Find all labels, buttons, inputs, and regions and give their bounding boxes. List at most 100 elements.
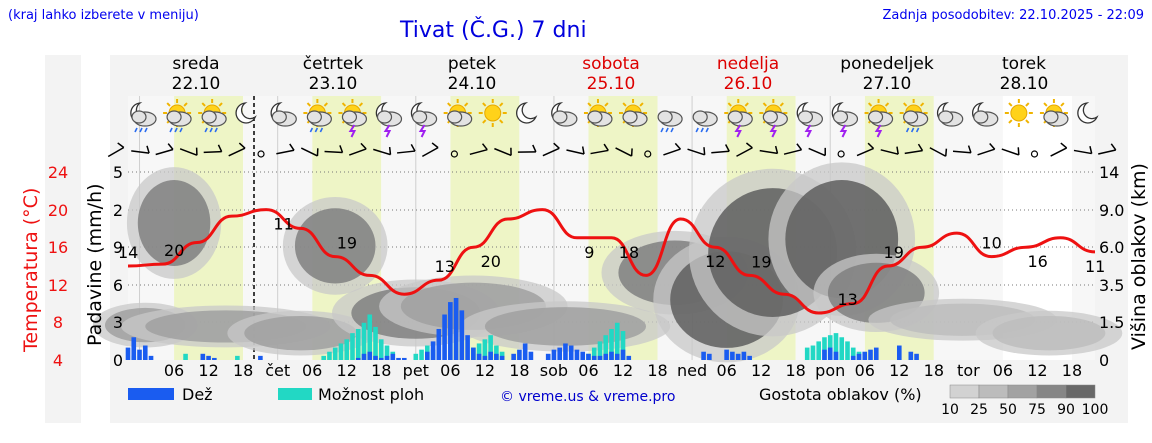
shower-bar (367, 314, 373, 360)
wind-barb-icon (348, 142, 367, 156)
wind-barb-icon (469, 143, 488, 156)
x-tick-label: 18 (509, 361, 529, 380)
rain-bar (488, 351, 493, 360)
x-tick-label: 06 (164, 361, 184, 380)
calm-wind-icon (837, 150, 845, 158)
x-tick-label: 18 (1062, 361, 1082, 380)
sun-storm-icon (724, 99, 753, 138)
moon-storm-icon (831, 102, 859, 138)
rain-bar (850, 355, 856, 360)
x-tick-label: ned (677, 361, 707, 380)
rain-bar (868, 349, 873, 360)
rain-bar (735, 353, 741, 360)
rain-bar (822, 349, 827, 360)
shower-bar (378, 339, 384, 360)
day-name: petek (448, 54, 496, 74)
cloud-legend-tick: 100 (1082, 402, 1109, 418)
moon-icon (516, 102, 538, 124)
rain-bar (494, 353, 499, 360)
wind-barb-icon (542, 142, 560, 157)
rain-bar (827, 347, 833, 360)
moon-icon (235, 102, 257, 124)
rain-bar (591, 355, 597, 360)
temp-data-label: 11 (1085, 257, 1105, 276)
wind-barb-icon (904, 143, 924, 155)
rain-bar (448, 302, 453, 360)
x-tick-label: 12 (1027, 361, 1047, 380)
rain-bar (258, 355, 263, 360)
temperature-line (127, 208, 1096, 315)
rain-bar (131, 337, 137, 360)
temp-tick-label: 8 (53, 313, 63, 332)
rain-bar (551, 349, 557, 360)
shower-bar (822, 337, 827, 360)
rain-bar (620, 349, 626, 360)
precip-tick-label: 5 (113, 163, 123, 182)
cloud-tick-label: 6.0 (1099, 238, 1124, 257)
last-update: Zadnja posodobitev: 22.10.2025 - 22:09 (882, 8, 1144, 23)
sun-storm-icon (864, 99, 894, 138)
calm-wind-icon (1030, 150, 1039, 158)
x-tick-label: čet (265, 361, 290, 380)
rain-bar (453, 297, 459, 360)
rain-bar (212, 357, 217, 360)
day-name: torek (1002, 54, 1046, 74)
wind-barb-icon (783, 143, 803, 155)
x-tick-label: 12 (889, 361, 909, 380)
shower-bar (839, 337, 845, 360)
rain-bar (701, 351, 706, 360)
wind-barb-icon (324, 145, 344, 154)
rain-bar (471, 347, 476, 360)
wind-barb-icon (517, 144, 537, 153)
shower-bar (810, 345, 816, 360)
rain-bar (401, 357, 407, 360)
shower-bar (355, 328, 361, 360)
rain-bar (707, 353, 712, 360)
x-tick-label: 06 (993, 361, 1013, 380)
x-tick-label: 06 (855, 361, 875, 380)
rain-bar (137, 349, 142, 360)
rain-bar (896, 345, 902, 360)
precip-tick-label: 6 (113, 276, 123, 295)
rain-bar (563, 343, 568, 360)
temp-data-label: 20 (481, 252, 501, 271)
sun-icon (1004, 99, 1033, 127)
temp-data-label: 11 (273, 215, 293, 234)
rain-bar (614, 353, 620, 360)
region-note[interactable]: (kraj lahko izberete v meniju) (8, 8, 199, 23)
credit-link: © vreme.us & vreme.pro (500, 389, 675, 405)
cloud-legend-tick: 90 (1057, 402, 1075, 418)
night-band (1071, 96, 1095, 360)
cloud-rain-icon (657, 110, 683, 133)
shower-bar (609, 328, 614, 360)
shower-bar (845, 341, 850, 360)
day-name: sobota (582, 54, 640, 74)
precip-tick-label: 3 (113, 313, 123, 332)
sun-storm-icon (338, 99, 368, 138)
rain-bar (367, 351, 373, 360)
moon-cloud-icon (270, 102, 297, 127)
rain-legend-label: Dež (182, 385, 213, 404)
calm-wind-icon (644, 150, 652, 158)
wind-barb-icon (929, 147, 948, 157)
sun-rain-icon (303, 99, 332, 133)
wind-barb-icon (1073, 145, 1093, 155)
rain-bar (125, 347, 131, 360)
page-title: Tivat (Č.G.) 7 dni (400, 18, 587, 43)
rain-bar (586, 353, 591, 360)
moon-cloud-icon (551, 102, 578, 127)
cloud-tick-label: 0 (1099, 351, 1109, 370)
wind-barb-icon (736, 142, 753, 157)
shower-bar (350, 333, 355, 360)
shower-bar (833, 333, 839, 360)
x-tick-label: 18 (371, 361, 391, 380)
shower-bar (413, 353, 419, 360)
shower-bar (235, 355, 240, 360)
wind-barb-icon (808, 147, 826, 157)
rain-bar (384, 355, 390, 360)
x-tick-label: 12 (475, 361, 495, 380)
moon-storm-icon (796, 102, 824, 138)
calm-wind-icon (257, 150, 265, 158)
cloud-legend-title: Gostota oblakov (%) (759, 385, 922, 404)
rain-bar (436, 328, 442, 360)
